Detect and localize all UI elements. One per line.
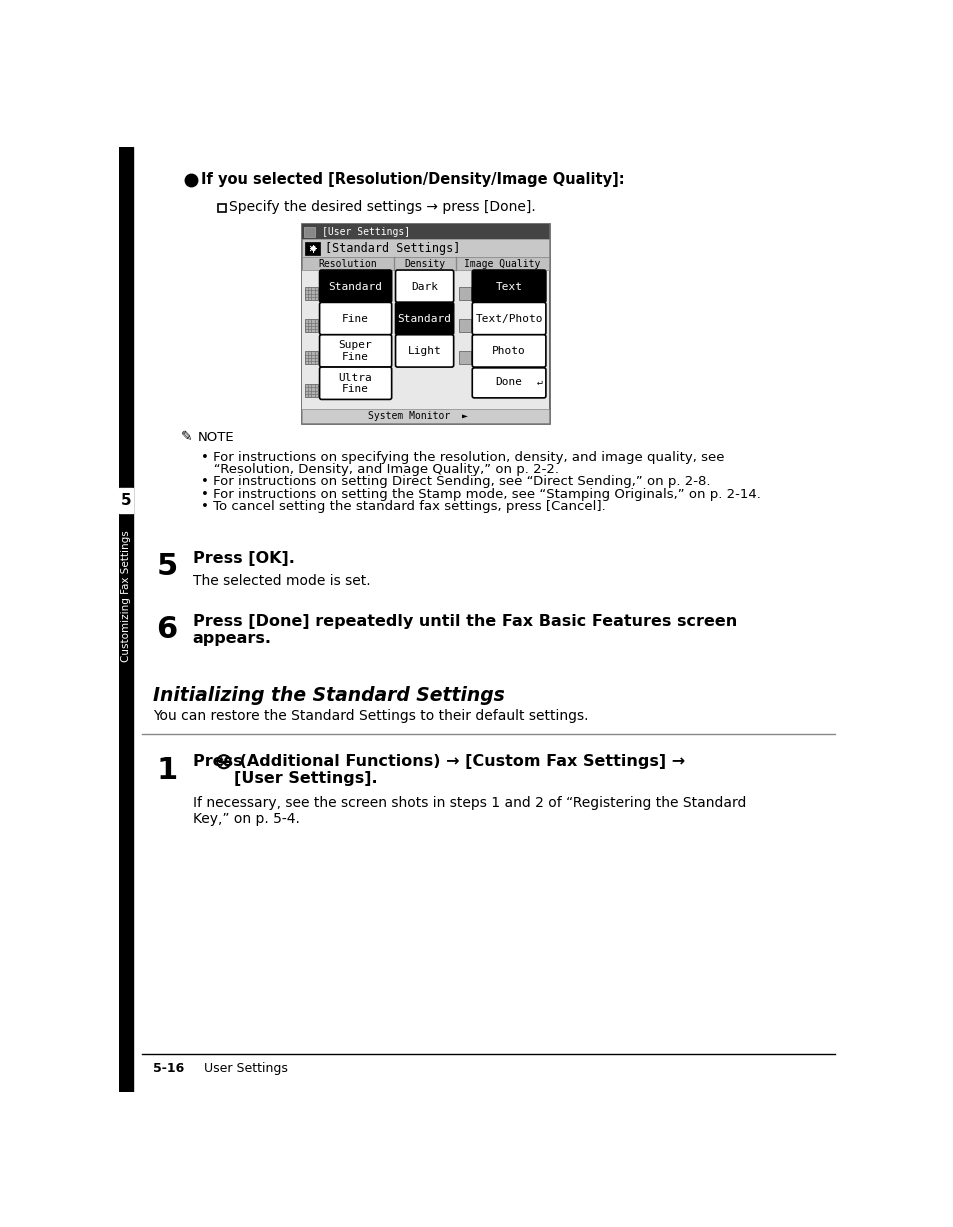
Text: ↵: ↵ (536, 377, 541, 387)
Text: Density: Density (404, 259, 445, 269)
Text: 6: 6 (156, 616, 177, 644)
Bar (302, 225, 548, 239)
Text: 5: 5 (156, 552, 177, 582)
Bar (302, 270, 548, 423)
Text: Specify the desired settings → press [Done].: Specify the desired settings → press [Do… (229, 200, 536, 215)
Text: Done: Done (495, 377, 522, 387)
Bar (119, 488, 133, 513)
Text: Ultra
Fine: Ultra Fine (338, 373, 372, 394)
Text: Photo: Photo (492, 346, 525, 356)
FancyBboxPatch shape (472, 335, 545, 367)
Bar (218, 204, 226, 212)
FancyBboxPatch shape (395, 335, 454, 367)
Text: Customizing Fax Settings: Customizing Fax Settings (121, 530, 132, 663)
Text: User Settings: User Settings (204, 1063, 288, 1075)
FancyBboxPatch shape (319, 335, 392, 367)
Text: Press: Press (193, 755, 248, 769)
FancyBboxPatch shape (319, 302, 392, 335)
Bar (302, 239, 548, 258)
Text: Text/Photo: Text/Photo (475, 314, 542, 324)
Text: You can restore the Standard Settings to their default settings.: You can restore the Standard Settings to… (153, 709, 588, 724)
FancyBboxPatch shape (395, 302, 454, 335)
Bar (458, 319, 471, 333)
Text: System Monitor  ►: System Monitor ► (367, 411, 467, 421)
Bar (305, 287, 318, 299)
Text: Text: Text (495, 282, 522, 292)
Bar (302, 225, 548, 423)
Bar (305, 319, 318, 333)
Text: [User Settings]: [User Settings] (321, 227, 409, 237)
Text: • To cancel setting the standard fax settings, press [Cancel].: • To cancel setting the standard fax set… (200, 499, 605, 513)
FancyBboxPatch shape (472, 368, 545, 398)
Bar (302, 409, 548, 423)
Bar (305, 351, 318, 364)
Text: Standard: Standard (328, 282, 382, 292)
Bar (305, 384, 318, 396)
Text: Press [Done] repeatedly until the Fax Basic Features screen
appears.: Press [Done] repeatedly until the Fax Ba… (193, 614, 737, 647)
Text: • For instructions on setting the Stamp mode, see “Stamping Originals,” on p. 2-: • For instructions on setting the Stamp … (200, 487, 760, 501)
Bar (458, 287, 471, 299)
Text: 1: 1 (156, 756, 177, 784)
Text: If you selected [Resolution/Density/Image Quality]:: If you selected [Resolution/Density/Imag… (201, 172, 624, 187)
Text: 5-16: 5-16 (153, 1063, 185, 1075)
FancyBboxPatch shape (319, 270, 392, 302)
Text: Press [OK].: Press [OK]. (193, 551, 294, 566)
Text: NOTE: NOTE (197, 432, 233, 444)
Text: [Standard Settings]: [Standard Settings] (325, 242, 460, 255)
Bar (305, 242, 319, 255)
Bar (458, 351, 471, 364)
Text: Resolution: Resolution (318, 259, 376, 269)
Text: Image Quality: Image Quality (463, 259, 539, 269)
Text: Super
Fine: Super Fine (338, 340, 372, 362)
FancyBboxPatch shape (472, 302, 545, 335)
FancyBboxPatch shape (395, 270, 454, 302)
Text: Standard: Standard (397, 314, 451, 324)
Bar (302, 258, 548, 270)
Text: • For instructions on setting Direct Sending, see “Direct Sending,” on p. 2-8.: • For instructions on setting Direct Sen… (200, 475, 709, 488)
Text: If necessary, see the screen shots in steps 1 and 2 of “Registering the Standard: If necessary, see the screen shots in st… (193, 795, 745, 826)
Text: Initializing the Standard Settings: Initializing the Standard Settings (153, 686, 504, 706)
Text: (Additional Functions) → [Custom Fax Settings] →
[User Settings].: (Additional Functions) → [Custom Fax Set… (233, 755, 684, 787)
Text: ✎: ✎ (181, 431, 193, 444)
Bar (119, 147, 133, 1092)
Text: Light: Light (407, 346, 441, 356)
FancyBboxPatch shape (319, 367, 392, 400)
Text: “Resolution, Density, and Image Quality,” on p. 2-2.: “Resolution, Density, and Image Quality,… (200, 463, 558, 476)
Text: Fine: Fine (342, 314, 369, 324)
Bar (304, 227, 315, 237)
Text: The selected mode is set.: The selected mode is set. (193, 574, 370, 588)
Text: • For instructions on specifying the resolution, density, and image quality, see: • For instructions on specifying the res… (200, 450, 723, 464)
Text: 5: 5 (121, 493, 132, 508)
FancyBboxPatch shape (472, 270, 545, 302)
Text: Dark: Dark (411, 282, 437, 292)
